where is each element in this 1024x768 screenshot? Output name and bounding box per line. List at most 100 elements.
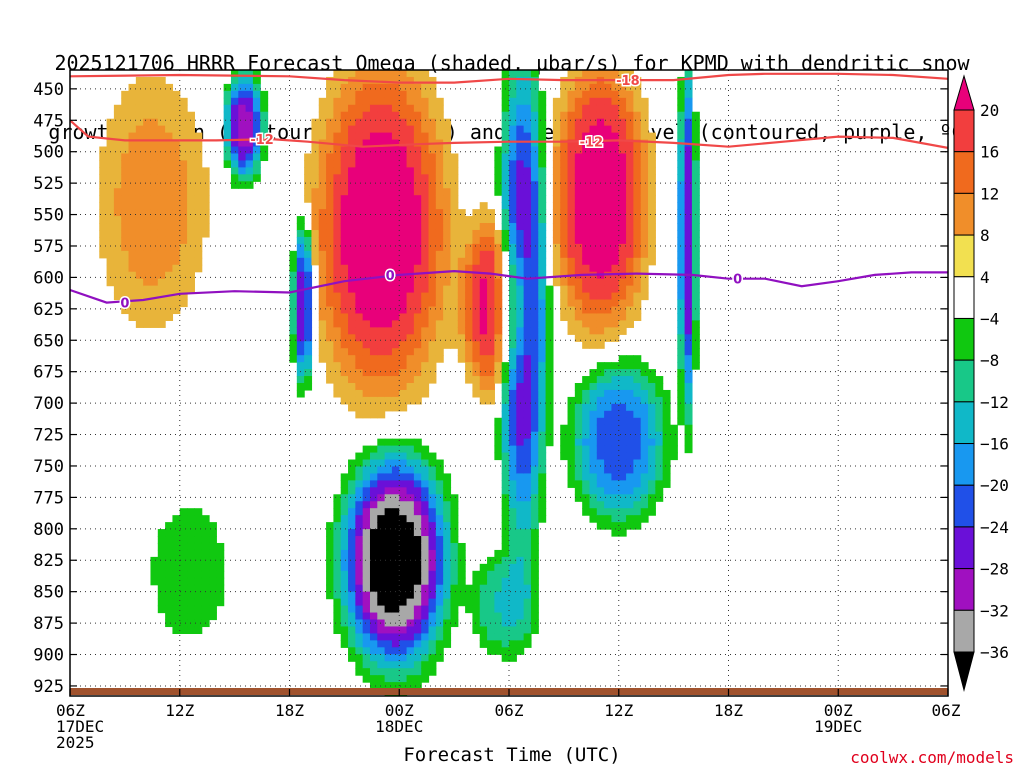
omega-cell <box>260 132 269 141</box>
omega-cell <box>194 605 203 614</box>
omega-cell <box>501 181 510 189</box>
omega-cell <box>399 452 408 461</box>
omega-cell <box>348 90 356 99</box>
omega-cell <box>684 195 693 203</box>
omega-cell <box>552 257 561 266</box>
omega-cell <box>128 174 137 182</box>
omega-cell <box>187 264 195 273</box>
omega-cell <box>340 146 349 155</box>
omega-cell <box>348 563 356 572</box>
omega-cell <box>201 612 210 621</box>
omega-cell <box>355 195 364 203</box>
omega-cell <box>589 383 598 391</box>
omega-cell <box>618 320 627 328</box>
omega-cell <box>362 146 371 155</box>
omega-cell <box>509 501 517 509</box>
omega-cell <box>326 271 334 280</box>
omega-cell <box>509 188 517 196</box>
omega-cell <box>399 362 408 370</box>
omega-cell <box>157 76 166 85</box>
omega-cell <box>165 536 174 544</box>
omega-cell <box>523 70 532 78</box>
omega-cell <box>450 515 459 523</box>
omega-cell <box>326 264 334 273</box>
omega-cell <box>428 661 437 669</box>
omega-cell <box>209 598 217 607</box>
omega-cell <box>406 70 415 78</box>
omega-cell <box>596 515 605 523</box>
omega-cell <box>377 299 386 308</box>
omega-cell <box>179 508 188 516</box>
omega-cell <box>384 508 393 516</box>
omega-cell <box>201 216 210 224</box>
omega-cell <box>391 480 400 488</box>
omega-cell <box>479 236 488 245</box>
omega-cell <box>472 626 481 634</box>
omega-cell <box>640 257 649 266</box>
omega-cell <box>626 438 634 447</box>
omega-cell <box>648 480 656 488</box>
omega-cell <box>157 236 166 245</box>
omega-cell <box>435 542 444 551</box>
omega-cell <box>523 229 532 238</box>
omega-cell <box>604 362 613 370</box>
omega-cell <box>538 369 547 377</box>
omega-cell <box>516 633 525 641</box>
omega-cell <box>157 132 166 141</box>
omega-cell <box>435 348 444 356</box>
omega-cell <box>465 313 474 321</box>
omega-cell <box>487 278 495 287</box>
omega-cell <box>589 487 598 495</box>
omega-cell <box>560 97 569 106</box>
omega-cell <box>391 403 400 412</box>
omega-cell <box>684 320 693 328</box>
omega-cell <box>487 348 495 356</box>
omega-cell <box>413 549 422 558</box>
omega-cell <box>465 229 474 238</box>
omega-cell <box>574 181 583 189</box>
omega-cell <box>640 452 649 461</box>
omega-cell <box>421 389 430 398</box>
omega-cell <box>640 396 649 405</box>
omega-cell <box>362 570 371 579</box>
omega-cell <box>443 195 452 203</box>
omega-cell <box>574 396 583 405</box>
omega-cell <box>369 348 378 356</box>
omega-cell <box>516 236 525 245</box>
omega-cell <box>413 167 422 175</box>
omega-cell <box>121 285 130 294</box>
omega-cell <box>465 278 474 287</box>
omega-cell <box>450 181 459 189</box>
omega-cell <box>201 209 210 217</box>
omega-cell <box>611 459 620 468</box>
omega-cell <box>150 146 159 155</box>
omega-cell <box>509 563 517 572</box>
omega-cell <box>662 403 671 412</box>
omega-cell <box>596 396 605 405</box>
omega-cell <box>369 125 378 134</box>
omega-cell <box>428 536 437 544</box>
omega-cell <box>523 480 532 488</box>
omega-cell <box>494 306 503 315</box>
omega-cell <box>589 202 598 210</box>
omega-cell <box>494 160 503 168</box>
omega-cell <box>340 570 349 579</box>
omega-cell <box>604 167 613 175</box>
omega-cell <box>604 494 613 502</box>
omega-cell <box>399 209 408 217</box>
omega-cell <box>377 167 386 175</box>
omega-cell <box>135 216 144 224</box>
omega-cell <box>582 216 591 224</box>
omega-cell <box>179 612 188 621</box>
omega-cell <box>567 452 576 461</box>
omega-cell <box>648 410 656 419</box>
omega-cell <box>157 229 166 238</box>
omega-cell <box>348 647 356 655</box>
omega-cell <box>582 104 591 113</box>
omega-cell <box>340 376 349 384</box>
omega-cell <box>648 487 656 495</box>
omega-cell <box>640 236 649 245</box>
omega-cell <box>99 188 108 196</box>
omega-cell <box>384 125 393 134</box>
omega-cell <box>384 570 393 579</box>
